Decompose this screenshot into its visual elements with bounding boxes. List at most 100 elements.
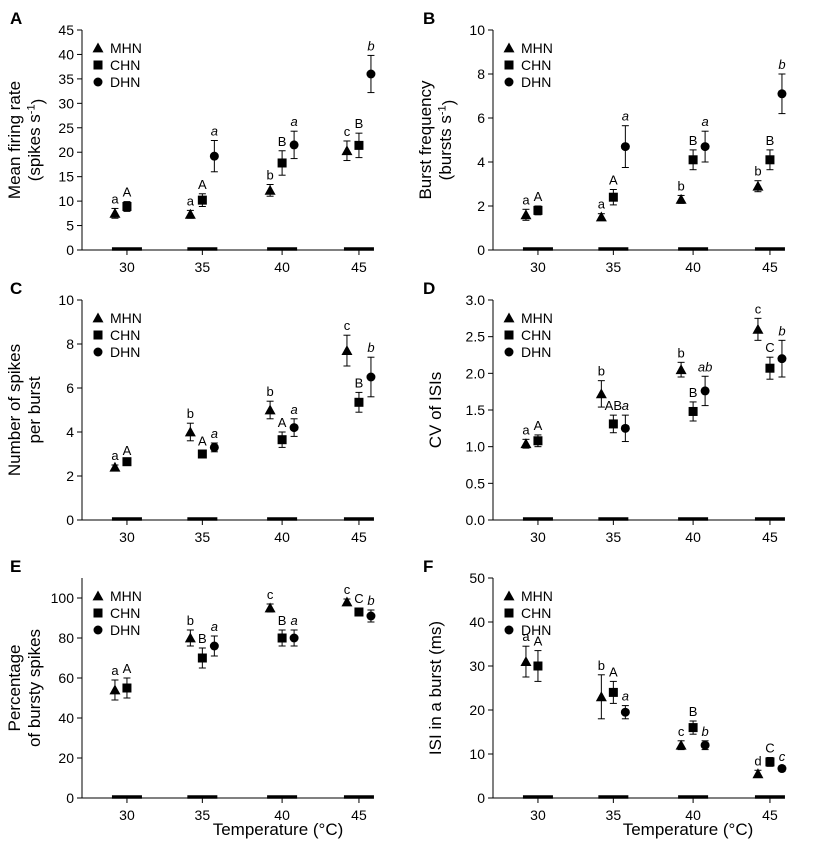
data-point-chn xyxy=(533,205,543,215)
panel-a: A 0 5 10 15 20 25 30 35 40 45 30 35 40 45 Mean firing r… xyxy=(5,9,376,275)
significance-letter: a xyxy=(111,663,119,678)
significance-letter: c xyxy=(344,318,351,333)
significance-letter: C xyxy=(354,591,363,606)
data-point-dhn xyxy=(700,142,710,152)
y-tick-label: 0 xyxy=(477,790,485,806)
legend-marker-dhn xyxy=(93,347,103,357)
legend-label-chn: CHN xyxy=(110,327,140,343)
data-point-dhn xyxy=(366,372,376,382)
y-tick-label: 8 xyxy=(477,66,485,82)
y-tick-label: 0.0 xyxy=(466,512,486,528)
y-tick-label: 10 xyxy=(469,746,485,762)
y-tick-label: 2 xyxy=(477,198,485,214)
y-tick-label: 35 xyxy=(58,71,74,87)
y-tick-label: 3.0 xyxy=(466,292,486,308)
significance-letter: a xyxy=(701,114,708,129)
significance-letter: b xyxy=(187,406,194,421)
data-point-mhn xyxy=(520,209,532,220)
x-tick-label: 35 xyxy=(606,529,622,545)
significance-letter: b xyxy=(677,178,684,193)
data-point-dhn xyxy=(777,354,787,364)
data-point-mhn xyxy=(520,438,532,449)
legend-marker-mhn xyxy=(503,42,515,53)
significance-letter: a xyxy=(622,109,629,124)
y-tick-label: 0 xyxy=(66,512,74,528)
legend-marker-chn xyxy=(504,330,514,340)
significance-letter: c xyxy=(755,301,762,316)
significance-letter: B xyxy=(355,375,364,390)
data-point-mhn xyxy=(675,364,687,375)
significance-letter: b xyxy=(677,345,684,360)
y-axis-title-line2: (bursts s xyxy=(436,115,455,180)
significance-letter: a xyxy=(187,193,195,208)
panel-letter: E xyxy=(10,557,21,576)
legend-marker-dhn xyxy=(504,77,514,87)
x-tick-label: 30 xyxy=(530,259,546,275)
significance-letter: b xyxy=(187,613,194,628)
data-point-dhn xyxy=(289,633,299,643)
data-point-dhn xyxy=(289,423,299,433)
legend-marker-dhn xyxy=(504,347,514,357)
data-point-chn xyxy=(197,449,207,459)
panel-b: B 0 2 4 6 8 10 30 35 40 45 Burst frequency(bursts s… xyxy=(416,9,787,275)
legend-label-mhn: MHN xyxy=(521,40,553,56)
legend-label-chn: CHN xyxy=(110,57,140,73)
y-tick-label: 6 xyxy=(477,110,485,126)
data-point-mhn xyxy=(595,388,607,399)
significance-letter: B xyxy=(278,134,287,149)
legend-marker-mhn xyxy=(92,590,104,601)
legend-label-chn: CHN xyxy=(110,605,140,621)
significance-letter: B xyxy=(689,385,698,400)
data-point-chn xyxy=(533,436,543,446)
significance-letter: b xyxy=(778,323,785,338)
significance-letter: A xyxy=(278,415,287,430)
data-point-mhn xyxy=(341,596,353,607)
y-axis-title-line2: (spikes s xyxy=(25,114,44,181)
data-point-dhn xyxy=(620,707,630,717)
data-point-dhn xyxy=(209,442,219,452)
legend-marker-chn xyxy=(504,60,514,70)
data-point-mhn xyxy=(184,632,196,643)
data-point-chn xyxy=(277,158,287,168)
y-tick-label: 0.5 xyxy=(466,475,486,491)
data-point-mhn xyxy=(341,145,353,156)
legend-marker-dhn xyxy=(93,625,103,635)
data-point-chn xyxy=(765,757,775,767)
significance-letter: B xyxy=(766,133,775,148)
y-axis-title: Percentageof bursty spikes xyxy=(5,629,44,747)
data-point-dhn xyxy=(209,151,219,161)
significance-letter: a xyxy=(211,426,218,441)
y-tick-label: 10 xyxy=(58,193,74,209)
data-point-chn xyxy=(122,683,132,693)
legend-marker-chn xyxy=(93,608,103,618)
x-tick-label: 30 xyxy=(530,807,546,823)
significance-letter: b xyxy=(754,164,761,179)
significance-letter: d xyxy=(754,753,761,768)
data-point-mhn xyxy=(752,180,764,191)
legend-label-dhn: DHN xyxy=(110,74,140,90)
y-tick-label: 10 xyxy=(469,22,485,38)
x-tick-label: 35 xyxy=(606,259,622,275)
y-tick-label: 100 xyxy=(51,590,75,606)
x-tick-label: 45 xyxy=(351,807,367,823)
data-point-chn xyxy=(608,419,618,429)
significance-letter: C xyxy=(765,340,774,355)
panel-letter: F xyxy=(423,557,433,576)
panel-d: D 0.0 0.5 1.0 1.5 2.0 2.5 3.0 30 35 40 45 CV of ISIs… xyxy=(423,279,787,545)
significance-letter: a xyxy=(522,629,530,644)
y-axis-title-close: ) xyxy=(28,99,47,105)
data-point-dhn xyxy=(620,142,630,152)
data-point-dhn xyxy=(620,423,630,433)
panel-letter: C xyxy=(10,279,22,298)
y-tick-label: 5 xyxy=(66,218,74,234)
x-tick-label: 40 xyxy=(685,529,701,545)
legend-label-dhn: DHN xyxy=(110,622,140,638)
significance-letter: a xyxy=(111,191,119,206)
significance-letter: A xyxy=(198,434,207,449)
significance-letter: B xyxy=(198,631,207,646)
significance-letter: C xyxy=(765,741,774,756)
data-point-mhn xyxy=(264,404,276,415)
x-tick-label: 45 xyxy=(762,529,778,545)
significance-letter: b xyxy=(266,167,273,182)
